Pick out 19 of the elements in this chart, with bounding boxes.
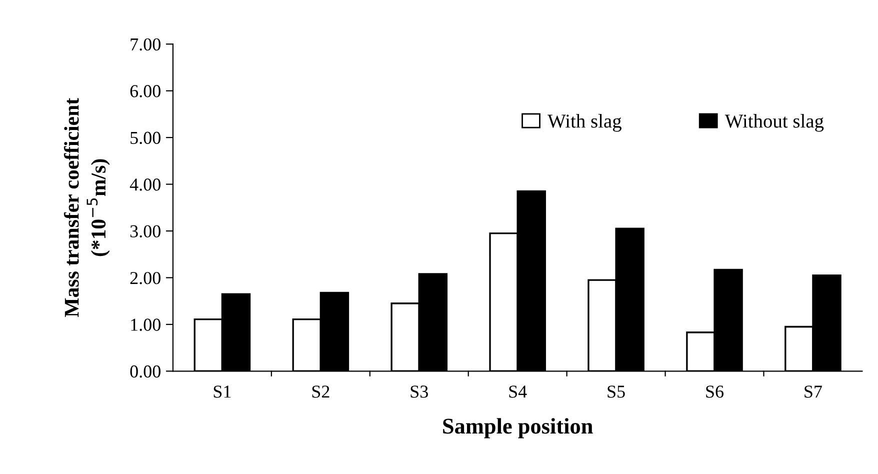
x-tick-label: S2 [312,386,330,398]
x-tick-label: S5 [608,386,625,398]
y-tick-label: 3.00 [130,225,160,238]
y-tick-label: 5.00 [130,132,160,144]
y-tick-label: 2.00 [130,272,160,284]
y-tick-label: 6.00 [130,85,160,98]
legend-label: With slag [548,114,622,132]
x-tick-label: S7 [804,386,822,398]
x-tick-label: S3 [410,386,428,398]
x-tick-label: S4 [509,386,527,398]
y-tick-label: 7.00 [130,38,160,51]
y-axis-title: Mass transfer coefficient (*10$^{−5}$m/s) [64,98,110,317]
y-tick-label: 4.00 [130,178,160,191]
x-tick-label: S6 [706,386,724,398]
y-tick-label: 1.00 [131,318,160,331]
y-tick-label: 0.00 [130,365,160,378]
x-tick-label: S1 [214,386,231,398]
legend-label: Without slag [724,114,824,132]
x-axis-title: Sample position [443,418,593,438]
